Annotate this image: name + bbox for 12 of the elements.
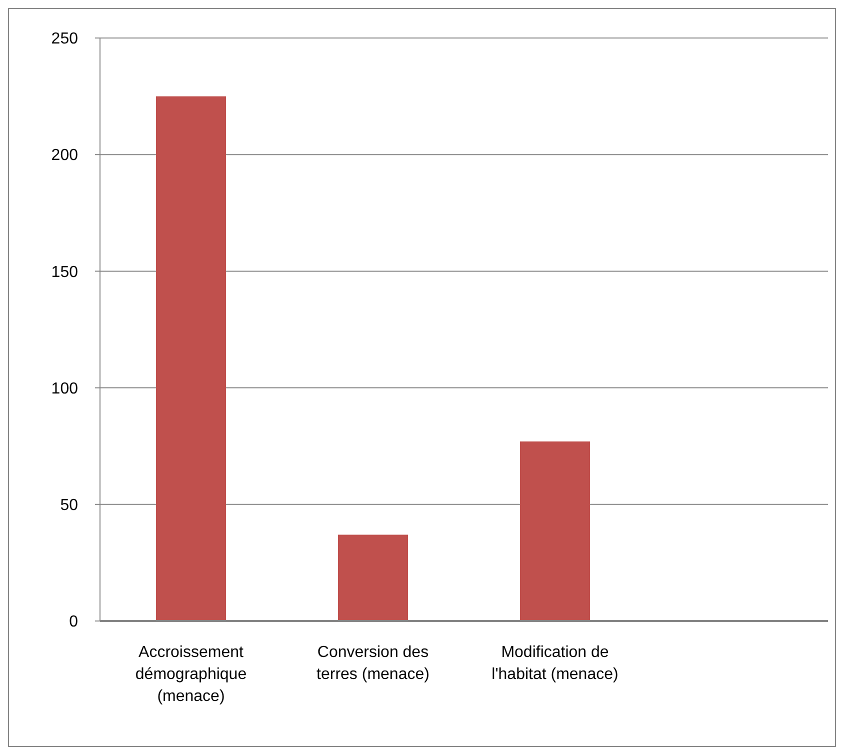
bar [338, 534, 408, 621]
y-tick-label: 200 [51, 147, 78, 164]
x-tick-label: Modification de l'habitat (menace) [492, 644, 618, 683]
y-tick-label: 50 [60, 497, 78, 514]
bar [520, 441, 590, 621]
y-tick-label: 150 [51, 264, 78, 281]
y-tick-label: 250 [51, 30, 78, 48]
y-tick-label: 0 [69, 614, 78, 631]
x-tick-label: Accroissement démographique (menace) [135, 644, 247, 705]
y-tick-label: 100 [51, 380, 78, 398]
bar [156, 96, 226, 621]
x-tick-label: Conversion des terres (menace) [316, 644, 430, 683]
